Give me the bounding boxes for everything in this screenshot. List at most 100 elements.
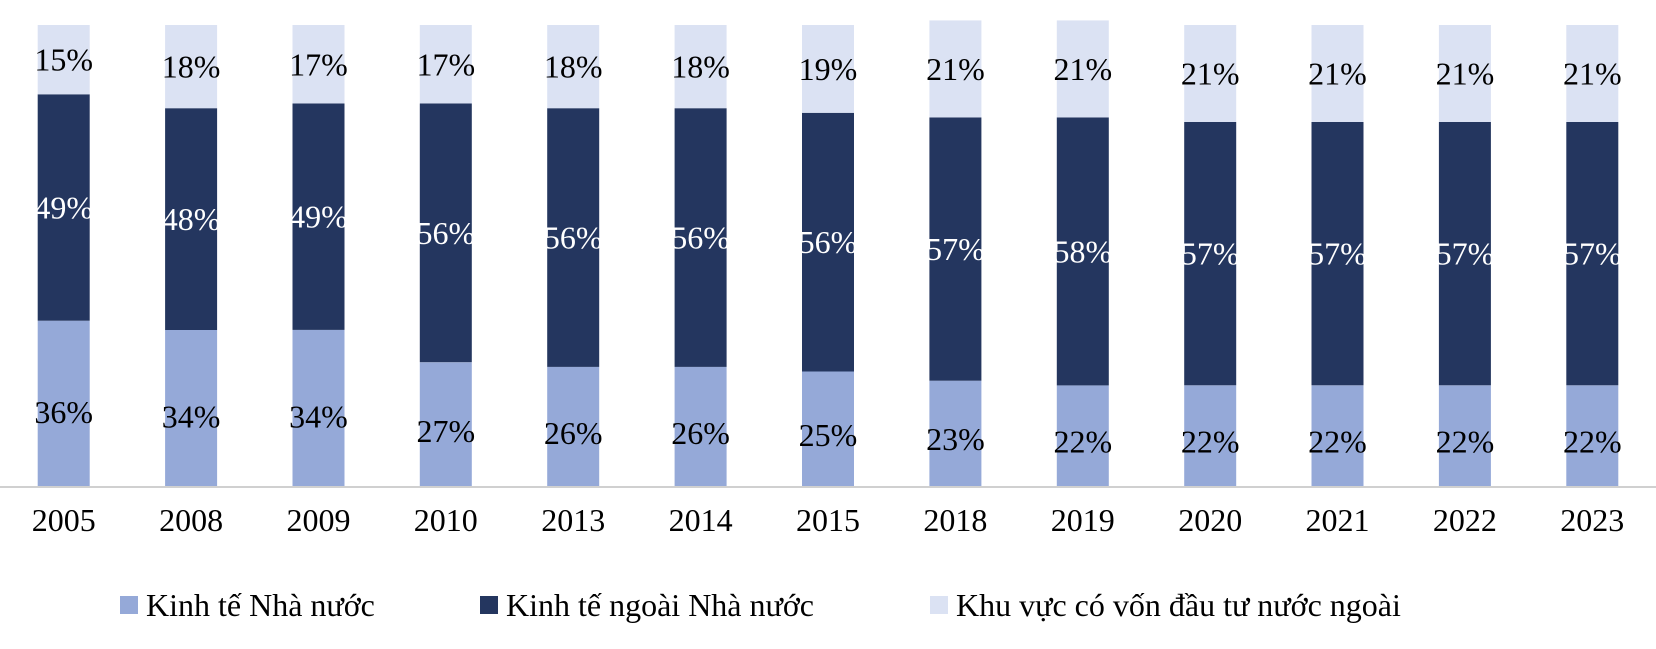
data-label-2-2008: 18% xyxy=(162,49,221,85)
bar-segment-0-2013 xyxy=(547,366,600,487)
bar-segment-0-2009 xyxy=(292,329,345,487)
bar-segment-0-2015 xyxy=(802,371,854,487)
legend-item-1: Kinh tế ngoài Nhà nước xyxy=(480,587,814,623)
bar-segment-1-2005 xyxy=(37,94,90,321)
legend-swatch-2 xyxy=(930,596,948,614)
data-label-0-2022: 22% xyxy=(1436,423,1495,459)
data-label-2-2018: 21% xyxy=(926,51,985,87)
x-tick-labels: 2005 2008 2009 2010 2013 2014 2015 2018 2019 2020… xyxy=(32,502,1625,538)
bar-segment-0-2010 xyxy=(419,362,472,487)
bar-segment-1-2014 xyxy=(674,108,727,367)
bar-segment-1-2020 xyxy=(1184,122,1237,386)
data-label-1-2023: 57% xyxy=(1563,236,1622,272)
data-label-0-2008: 34% xyxy=(162,398,221,434)
legend-item-2: Khu vực có vốn đầu tư nước ngoài xyxy=(930,587,1401,623)
data-label-2-2021: 21% xyxy=(1308,56,1367,92)
bar-segment-0-2008 xyxy=(165,329,218,487)
data-label-2-2022: 21% xyxy=(1436,56,1495,92)
data-label-2-2009: 17% xyxy=(289,46,348,82)
bar-segment-0-2021 xyxy=(1311,385,1364,487)
x-tick-label-2005: 2005 xyxy=(32,502,96,538)
data-label-1-2020: 57% xyxy=(1181,236,1240,272)
data-label-0-2020: 22% xyxy=(1181,423,1240,459)
legend-label-2: Khu vực có vốn đầu tư nước ngoài xyxy=(956,587,1401,623)
data-label-0-2021: 22% xyxy=(1308,423,1367,459)
bar-segment-1-2019 xyxy=(1056,117,1109,386)
bar-segment-0-2019 xyxy=(1056,385,1109,487)
bar-segment-2-2013 xyxy=(547,25,600,109)
bar-segment-1-2022 xyxy=(1438,122,1491,386)
bar-segment-2-2020 xyxy=(1184,25,1237,122)
bar-segment-1-2018 xyxy=(929,117,982,381)
data-label-1-2009: 49% xyxy=(289,199,348,235)
data-label-2-2015: 19% xyxy=(799,51,858,87)
x-tick-label-2018: 2018 xyxy=(923,502,987,538)
bar-segment-0-2020 xyxy=(1184,385,1237,487)
data-label-1-2015: 56% xyxy=(799,224,858,260)
bar-segment-2-2015 xyxy=(802,25,854,113)
legend-swatch-0 xyxy=(120,596,138,614)
data-label-0-2013: 26% xyxy=(544,415,603,451)
data-label-1-2005: 49% xyxy=(34,190,93,226)
bar-segment-1-2015 xyxy=(802,112,854,372)
legend-label-1: Kinh tế ngoài Nhà nước xyxy=(506,587,814,623)
bar-segment-0-2018 xyxy=(929,380,982,487)
data-label-2-2005: 15% xyxy=(34,42,93,78)
x-tick-label-2019: 2019 xyxy=(1051,502,1115,538)
data-label-2-2020: 21% xyxy=(1181,56,1240,92)
bar-segment-0-2014 xyxy=(674,366,727,487)
bar-segment-2-2005 xyxy=(37,25,90,95)
data-label-0-2005: 36% xyxy=(34,394,93,430)
bar-segment-0-2022 xyxy=(1438,385,1491,487)
data-label-0-2023: 22% xyxy=(1563,423,1622,459)
data-label-1-2022: 57% xyxy=(1436,236,1495,272)
data-label-0-2010: 27% xyxy=(416,413,475,449)
data-label-2-2014: 18% xyxy=(671,49,730,85)
x-tick-label-2008: 2008 xyxy=(159,502,223,538)
bar-segment-1-2009 xyxy=(292,103,345,330)
data-label-0-2018: 23% xyxy=(926,421,985,457)
data-label-0-2015: 25% xyxy=(799,417,858,453)
bar-segment-2-2023 xyxy=(1566,25,1619,122)
bar-segment-2-2022 xyxy=(1438,25,1491,122)
data-label-1-2019: 58% xyxy=(1053,233,1112,269)
data-label-0-2014: 26% xyxy=(671,415,730,451)
x-tick-label-2015: 2015 xyxy=(796,502,860,538)
bar-segment-1-2023 xyxy=(1566,122,1619,386)
bar-segment-1-2008 xyxy=(165,108,218,330)
bar-segment-0-2005 xyxy=(37,320,90,487)
data-label-1-2013: 56% xyxy=(544,220,603,256)
data-label-1-2021: 57% xyxy=(1308,236,1367,272)
bar-segment-2-2010 xyxy=(419,25,472,104)
x-tick-label-2020: 2020 xyxy=(1178,502,1242,538)
x-tick-label-2009: 2009 xyxy=(287,502,351,538)
bar-segment-2-2018 xyxy=(929,20,982,118)
data-label-1-2008: 48% xyxy=(162,201,221,237)
x-tick-label-2010: 2010 xyxy=(414,502,478,538)
bar-segment-2-2008 xyxy=(165,25,218,109)
legend-label-0: Kinh tế Nhà nước xyxy=(146,587,375,623)
x-tick-label-2013: 2013 xyxy=(541,502,605,538)
bar-segment-2-2009 xyxy=(292,25,345,104)
bars-layer: 36% 49% 15% 34% 48% 18% 34% 49% 17% 27% 56% 17% 26% 5… xyxy=(34,20,1622,487)
x-tick-label-2014: 2014 xyxy=(669,502,733,538)
data-label-2-2019: 21% xyxy=(1053,51,1112,87)
bar-segment-2-2019 xyxy=(1056,20,1109,118)
bar-segment-1-2013 xyxy=(547,108,600,367)
data-label-2-2023: 21% xyxy=(1563,56,1622,92)
data-label-1-2018: 57% xyxy=(926,231,985,267)
bar-segment-0-2023 xyxy=(1566,385,1619,487)
data-label-2-2010: 17% xyxy=(416,46,475,82)
data-label-1-2014: 56% xyxy=(671,220,730,256)
x-tick-label-2023: 2023 xyxy=(1560,502,1624,538)
x-tick-label-2021: 2021 xyxy=(1306,502,1370,538)
legend-item-0: Kinh tế Nhà nước xyxy=(120,587,375,623)
legend: Kinh tế Nhà nước Kinh tế ngoài Nhà nước Kh… xyxy=(120,587,1401,623)
bar-segment-1-2021 xyxy=(1311,122,1364,386)
data-label-1-2010: 56% xyxy=(416,215,475,251)
bar-segment-2-2014 xyxy=(674,25,727,109)
bar-segment-1-2010 xyxy=(419,103,472,363)
data-label-2-2013: 18% xyxy=(544,49,603,85)
